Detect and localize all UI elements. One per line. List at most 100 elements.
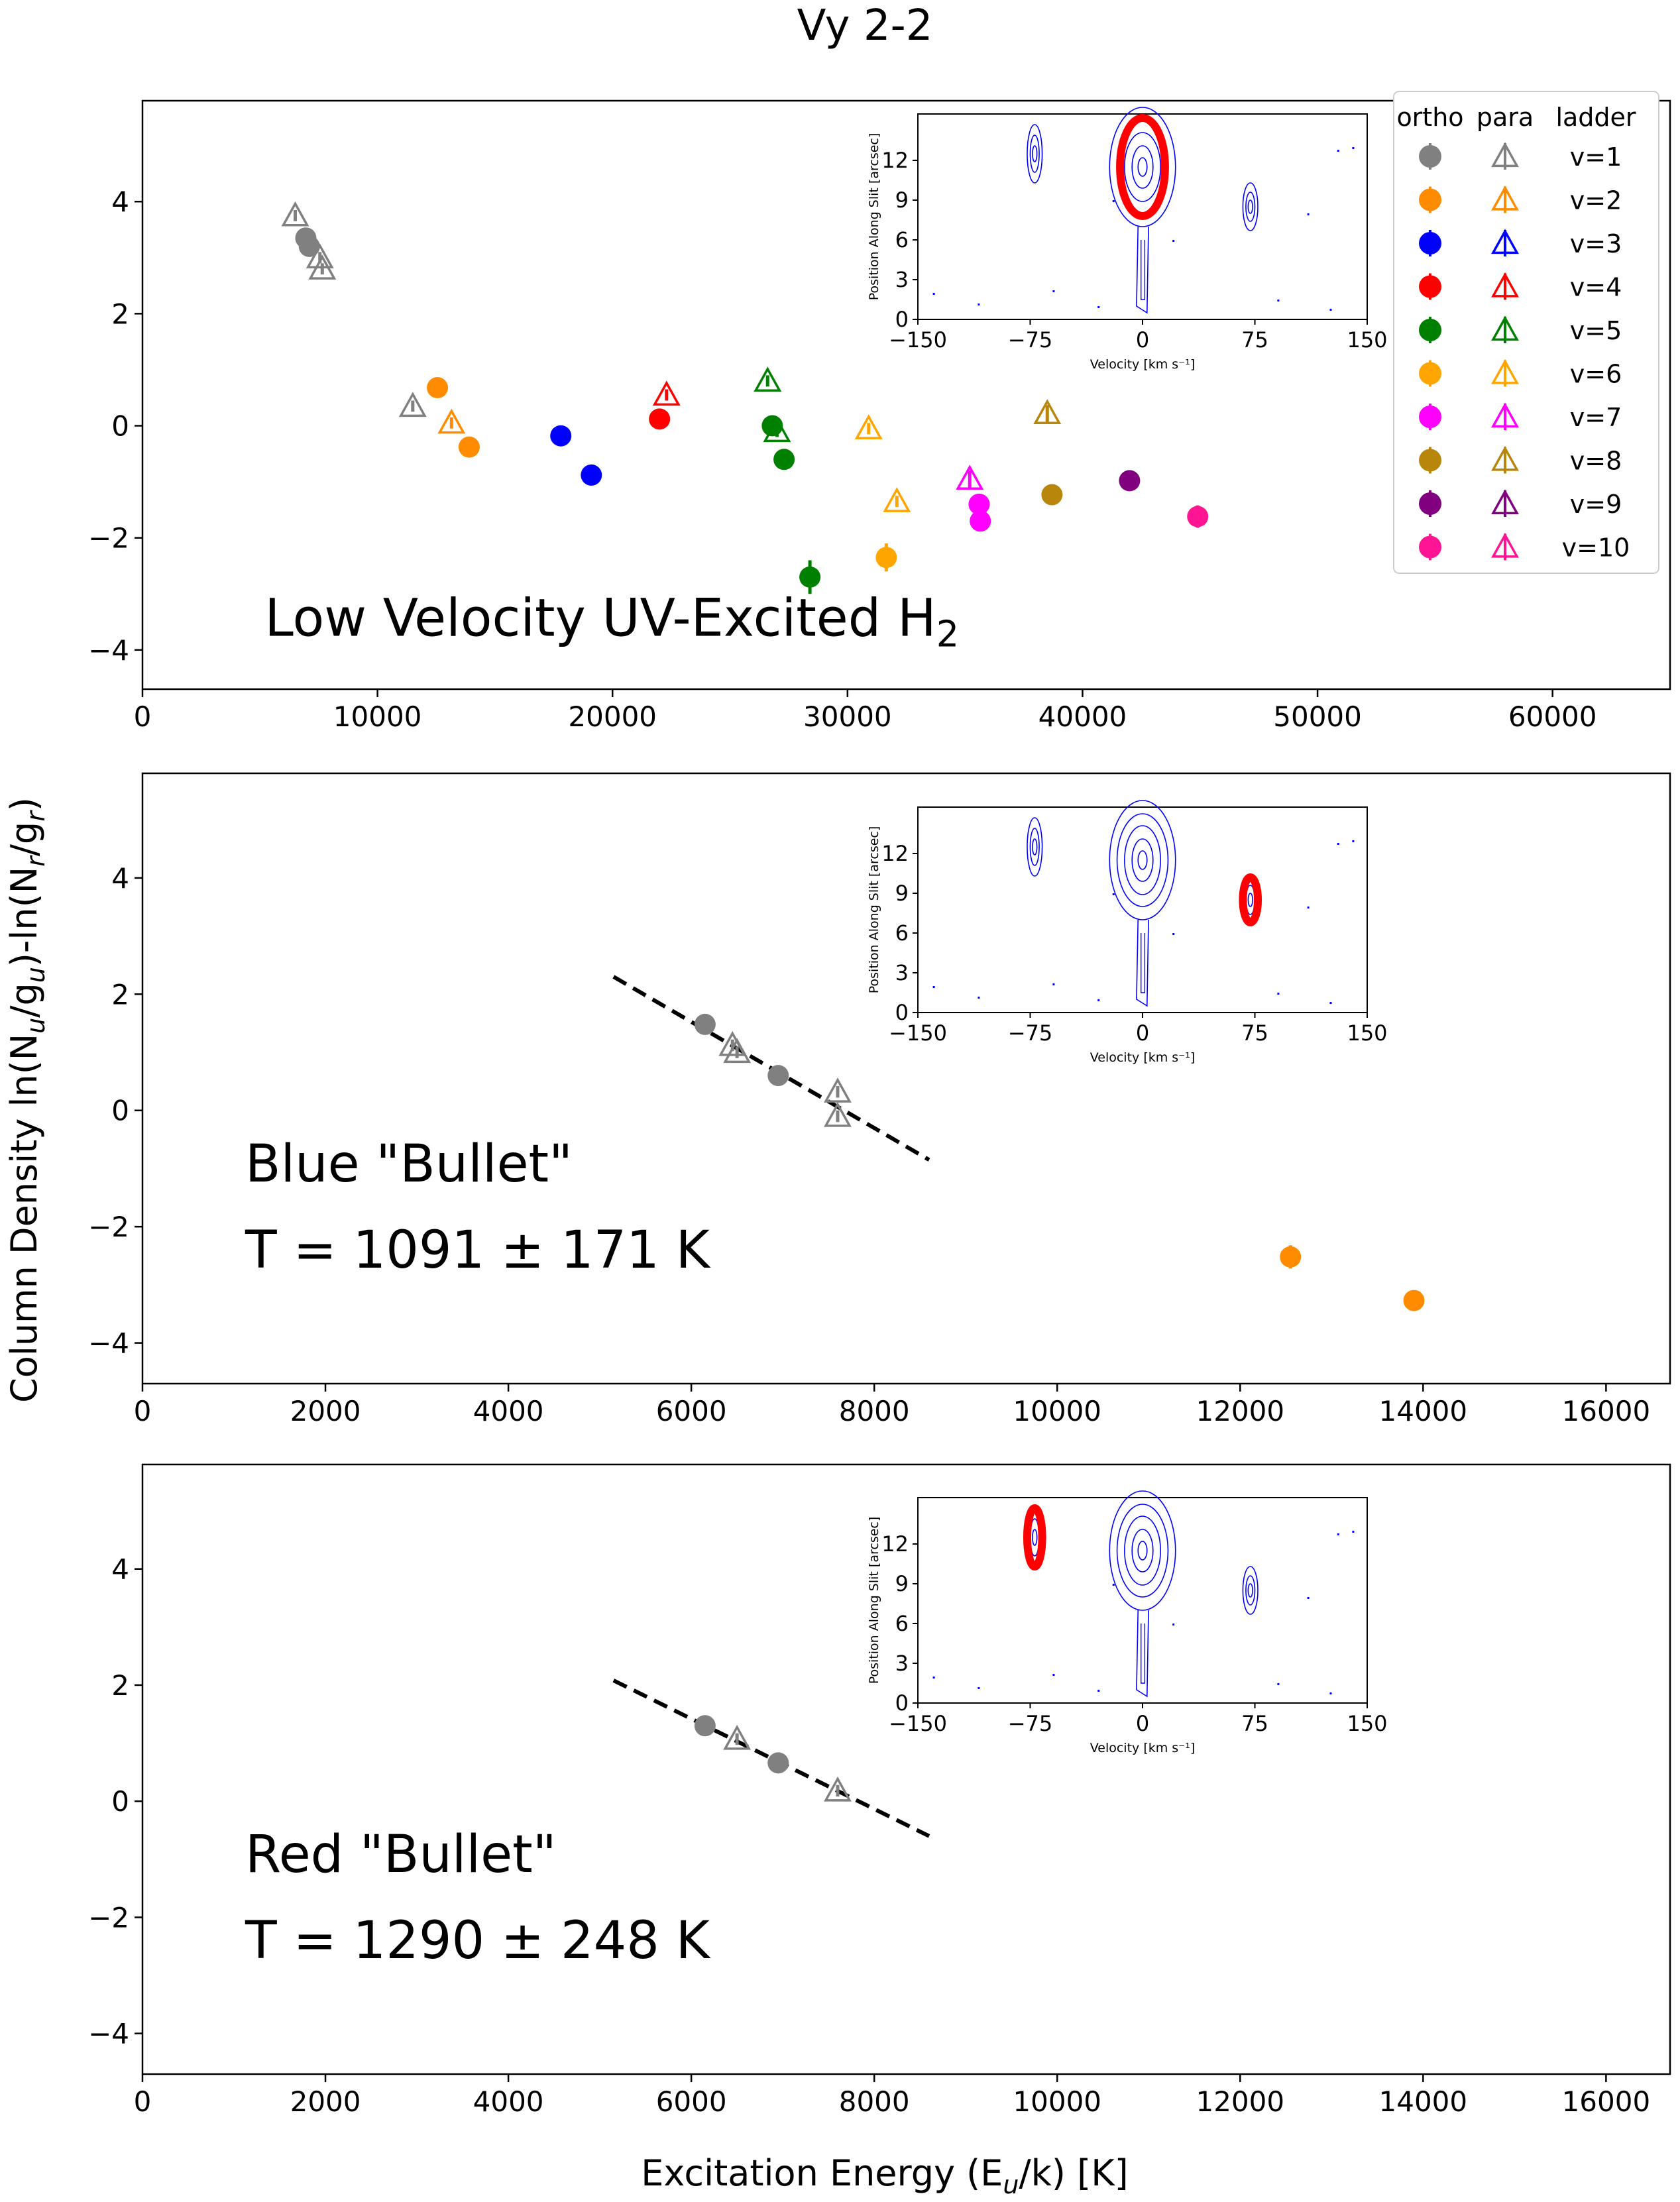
annotation-main: Low Velocity UV-Excited H	[264, 589, 936, 649]
inset-speck	[1112, 893, 1115, 895]
para-point	[854, 414, 883, 439]
inset-contour	[1124, 1515, 1161, 1586]
legend-row-v=7: v=7	[1419, 402, 1622, 432]
legend-row-v=3: v=3	[1419, 229, 1622, 258]
inset-xtick-label: 150	[1347, 1020, 1387, 1046]
x-tick-label: 14000	[1379, 1395, 1468, 1427]
inset-xtick-label: 0	[1136, 1711, 1149, 1736]
legend-label: v=4	[1570, 273, 1622, 302]
inset-contour	[1116, 813, 1169, 907]
annotation-subscript: 2	[936, 614, 959, 655]
inset-xtick-label: −75	[1008, 327, 1053, 353]
data-point-ortho-v9	[1119, 470, 1141, 492]
data-point-ortho-v3	[581, 464, 602, 486]
para-point	[754, 366, 782, 392]
inset-xtick-label: 75	[1241, 1020, 1268, 1046]
inset-ytick-label: 12	[881, 841, 909, 866]
ortho-point	[799, 566, 821, 588]
inset-xtick-label: 75	[1241, 1711, 1268, 1736]
y-axis-label: Column Density ln(Nu/gu)-ln(Nr/gr)	[3, 797, 50, 1403]
ortho-point	[581, 464, 602, 486]
legend-para-marker	[1491, 142, 1519, 168]
data-point-ortho-v1	[767, 1752, 789, 1774]
y-tick-label: 0	[111, 1785, 129, 1818]
data-point-para-v1	[723, 1038, 752, 1064]
data-point-para-v6	[854, 414, 883, 439]
para-point	[1033, 399, 1062, 425]
legend-row-v=1: v=1	[1419, 142, 1622, 172]
data-point-ortho-v2	[458, 436, 480, 458]
y-tick-label: 0	[111, 410, 129, 443]
legend-ortho-marker	[1419, 275, 1441, 298]
inset-ytick-label: 3	[895, 267, 909, 292]
y-tick-label: 2	[111, 978, 129, 1011]
legend-para-marker	[1491, 489, 1519, 515]
inset-contour-right	[1242, 182, 1259, 231]
inset-contour-left	[1027, 124, 1043, 184]
inset-ytick-label: 12	[881, 148, 909, 173]
inset-speck	[978, 303, 980, 305]
inset-highlight-ring	[1116, 114, 1169, 220]
inset-xtick-label: 150	[1347, 327, 1387, 353]
para-point	[824, 1776, 852, 1802]
inset-contour	[1124, 825, 1161, 895]
legend-para-marker	[1491, 229, 1519, 254]
y-tick-label: −2	[88, 522, 129, 555]
inset-contour	[1109, 1490, 1176, 1611]
legend-ortho-marker	[1419, 232, 1441, 254]
data-point-ortho-v1	[767, 1065, 789, 1087]
inset-speck	[978, 997, 980, 999]
inset-speck	[1112, 1584, 1115, 1586]
inset-speck	[1337, 843, 1339, 845]
inset-xlabel: Velocity [km s⁻¹]	[1090, 1050, 1196, 1065]
legend-label: v=1	[1570, 142, 1622, 172]
y-label-sub-u: u	[21, 1018, 50, 1034]
inset-speck	[932, 1677, 935, 1679]
data-point-para-v1	[723, 1724, 752, 1750]
panel-red-bullet: 0 2000 4000 6000 8000 10000 12000 14000 16000420…	[88, 1463, 1671, 2118]
para-point	[398, 392, 427, 417]
data-point-para-v1	[308, 254, 337, 280]
para-point	[824, 1101, 852, 1127]
legend-para-marker	[1491, 358, 1519, 384]
x-tick-label: 8000	[839, 2085, 910, 2118]
inset-speck	[1277, 1683, 1280, 1685]
inset-plot: −150 −75 0 75 150 0 3 6 9 12 Velocity [km s⁻¹] Posi…	[867, 800, 1388, 1065]
y-tick-label: −2	[88, 1211, 129, 1243]
y-label-end: )	[3, 797, 45, 811]
x-tick-label: 6000	[656, 1395, 727, 1427]
ortho-point	[1187, 506, 1209, 527]
ortho-point	[1119, 470, 1141, 492]
data-point-para-v2	[437, 408, 466, 434]
inset-speck	[1052, 290, 1055, 292]
inset-contour-left	[1027, 817, 1043, 877]
inset-contour	[1109, 107, 1176, 227]
x-tick-label: 20000	[568, 700, 657, 733]
y-tick-label: −2	[88, 1901, 129, 1934]
inset-contour-tail	[1136, 226, 1149, 314]
axes-frame	[141, 772, 1671, 1385]
x-tick-label: 30000	[803, 700, 892, 733]
inset-contour-left	[1029, 135, 1040, 173]
inset-ytick-label: 0	[895, 307, 909, 332]
legend-row-v=2: v=2	[1419, 185, 1622, 215]
inset-speck	[1277, 993, 1280, 995]
y-tick-label: 2	[111, 298, 129, 330]
inset-speck	[1097, 999, 1100, 1001]
legend-label: v=3	[1570, 229, 1622, 258]
inset-contour-tail	[1141, 933, 1146, 993]
legend-ortho-marker	[1419, 362, 1441, 385]
inset-ytick-label: 3	[895, 960, 909, 985]
inset-speck	[1329, 309, 1332, 311]
para-point	[281, 201, 309, 227]
axes-frame	[141, 1463, 1671, 2075]
data-point-para-v1	[398, 392, 427, 417]
legend-row-v=5: v=5	[1419, 315, 1622, 345]
inset-xlabel: Velocity [km s⁻¹]	[1090, 357, 1196, 372]
legend-para-marker	[1491, 402, 1519, 428]
para-point	[824, 1077, 852, 1103]
inset-highlight-ring	[1239, 873, 1262, 926]
x-label-end: /k) [K]	[1019, 2152, 1128, 2194]
para-point	[308, 254, 337, 280]
legend-label: v=5	[1570, 316, 1622, 345]
